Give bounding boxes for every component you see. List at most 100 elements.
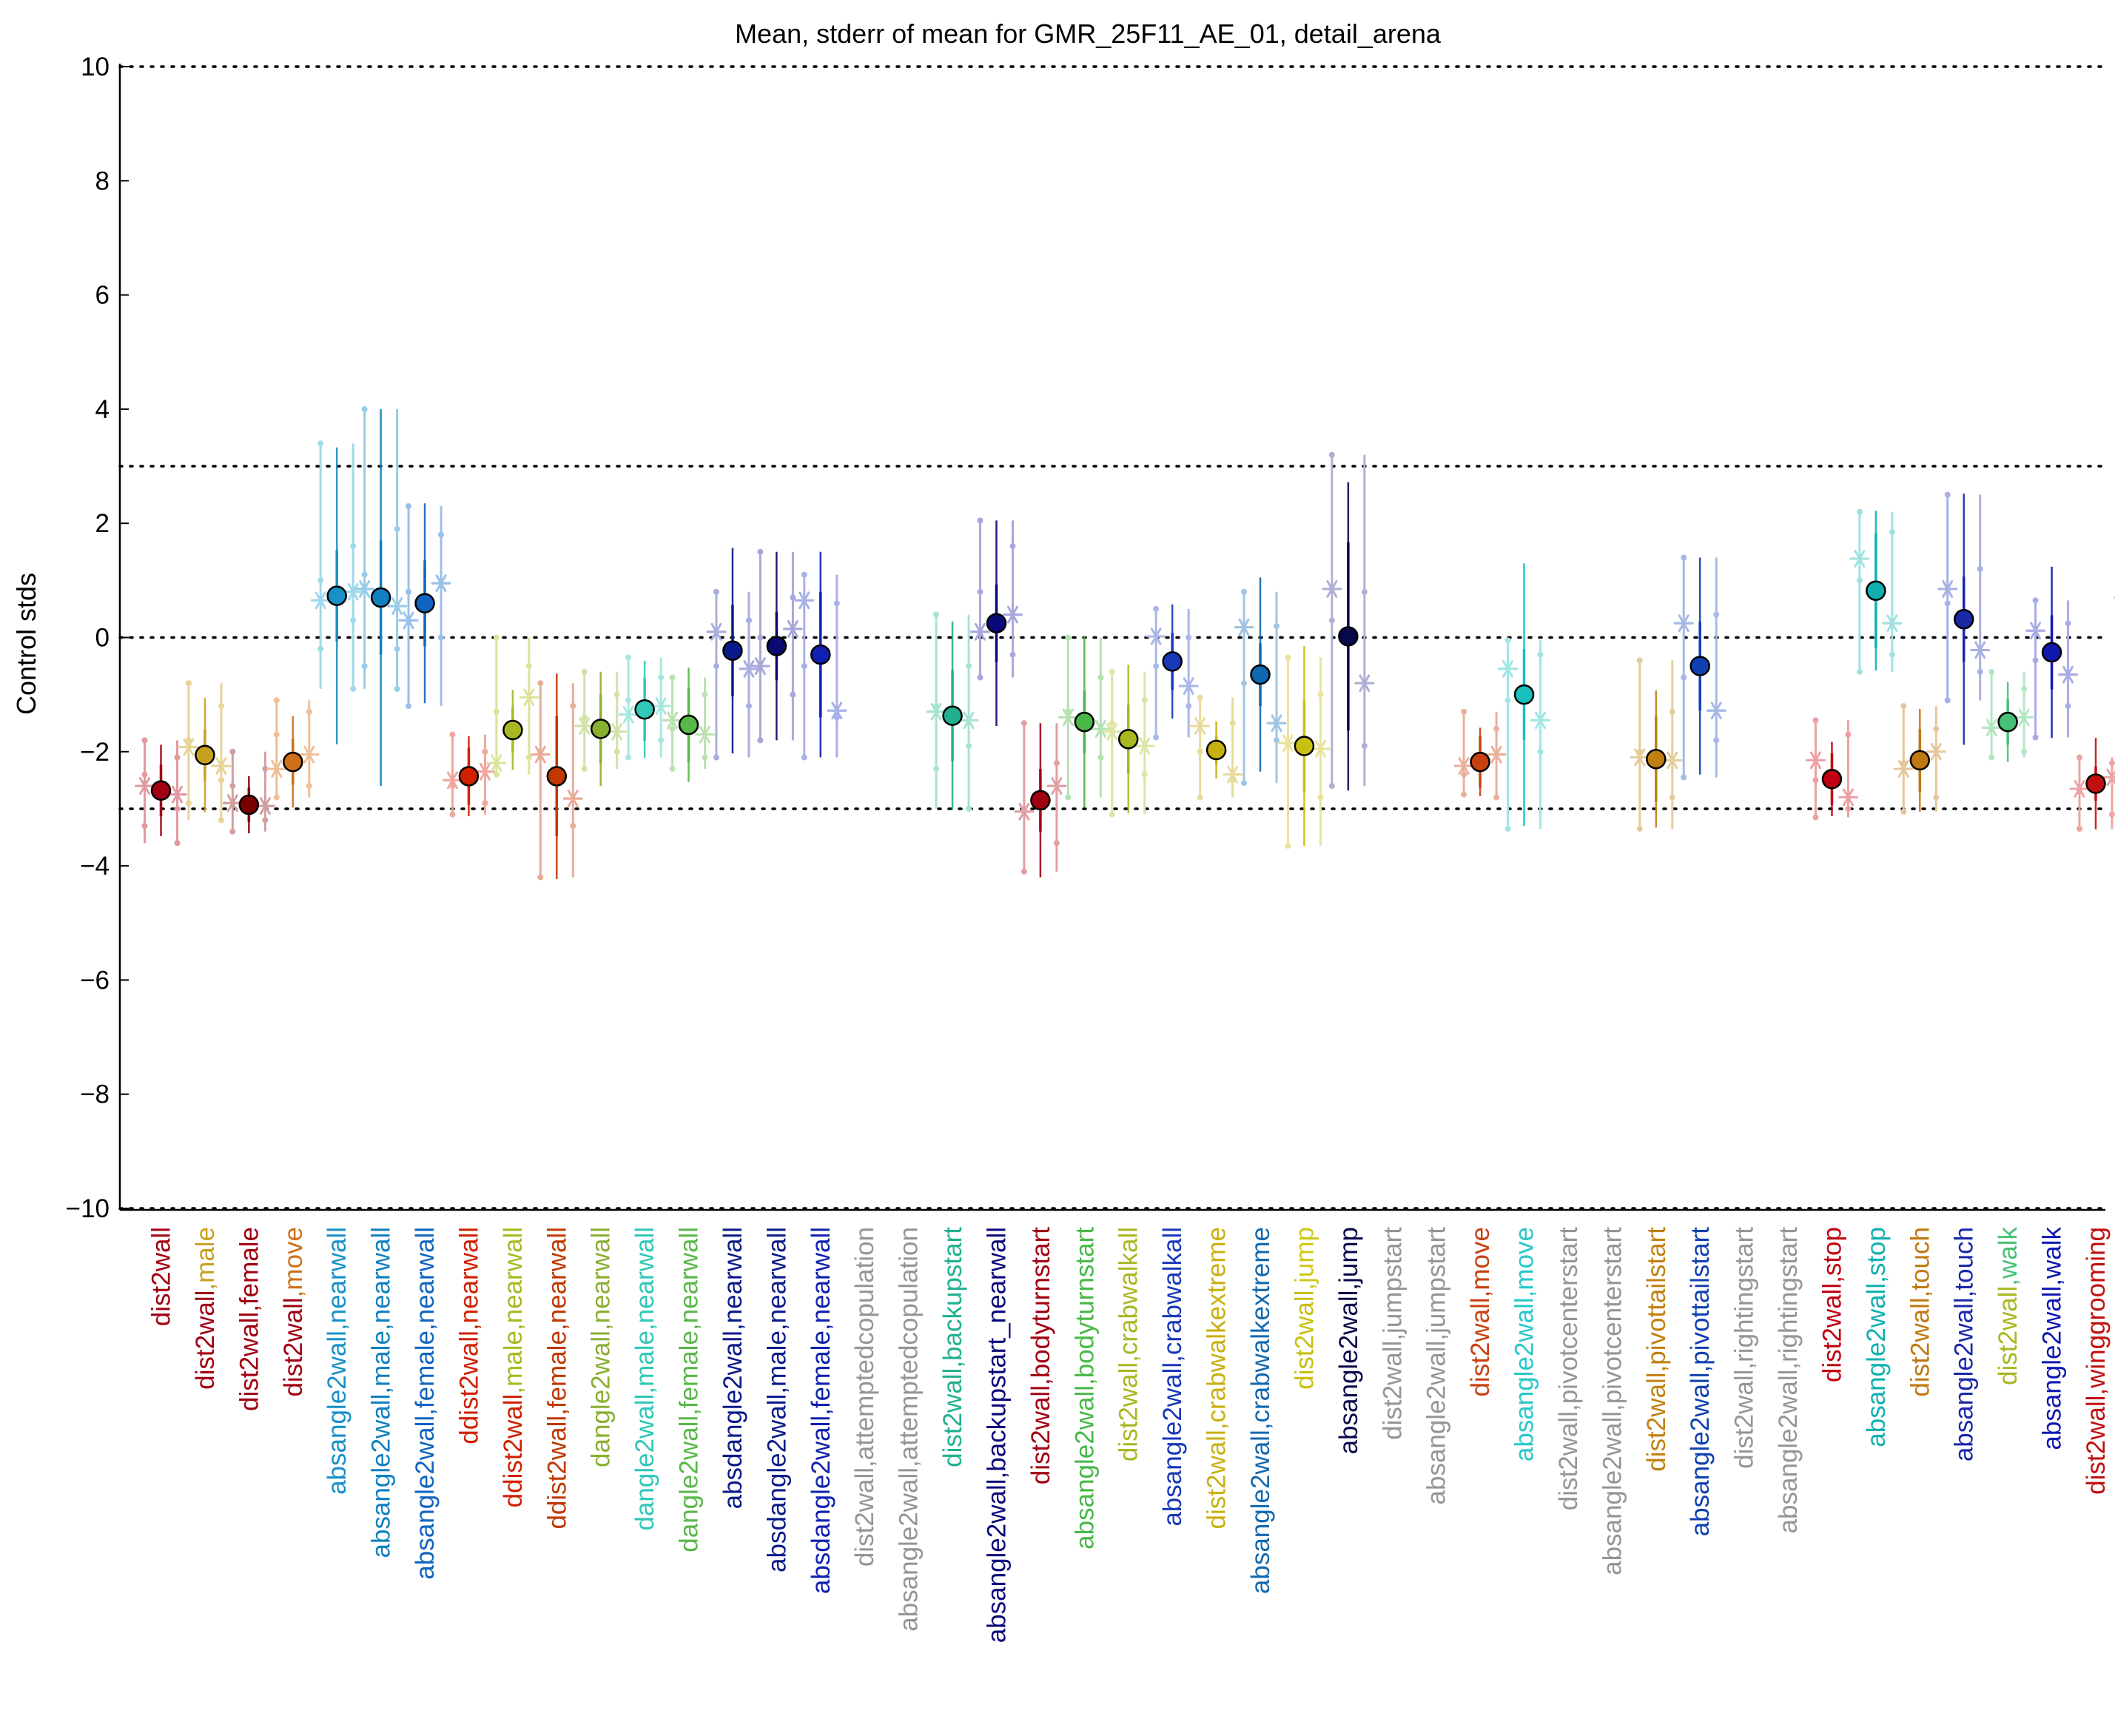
sample-dot-35-2: [1681, 674, 1687, 681]
x-tick-label-15: absdangle2wall,female,nearwall: [807, 1227, 835, 1594]
x-tick-label-0: dist2wall: [147, 1227, 176, 1326]
sample-dot-19-4: [977, 674, 983, 681]
y-ticks: 10 8 6 4 2 0 −2 −4 −6 −8 −10: [66, 53, 129, 1223]
sample-dot-22-1: [1141, 697, 1148, 704]
asterisk-marker-right-18: [958, 711, 979, 730]
asterisk-marker-left-18: [926, 702, 946, 721]
sample-dot-26-3: [1317, 794, 1324, 801]
asterisk-marker-right-2: [255, 797, 275, 815]
asterisk-marker-left-3: [266, 760, 287, 778]
sample-dot-1-1: [218, 703, 224, 710]
sample-dot-23-4: [1153, 734, 1160, 741]
sample-dot-41-3: [1977, 668, 1983, 675]
mean-marker-39: [1866, 580, 1886, 601]
x-tick-label-38: dist2wall,stop: [1818, 1227, 1846, 1382]
sample-dot-12-1: [702, 691, 708, 698]
sample-dot-42-3: [2021, 748, 2028, 755]
x-tick-labels: dist2wall dist2wall,male dist2wall,female d…: [147, 1227, 2111, 1644]
sample-dot-35-3: [1713, 737, 1720, 744]
sample-dot-39-3: [1889, 651, 1895, 658]
sample-dot-4-2: [317, 577, 324, 584]
asterisk-marker-right-21: [1090, 720, 1111, 738]
asterisk-marker-right-8: [519, 688, 539, 707]
sample-dot-13-3: [745, 703, 752, 710]
x-tick-label-5: absangle2wall,male,nearwall: [367, 1227, 396, 1558]
sample-dot-18-0: [933, 611, 940, 618]
sample-dot-34-3: [1669, 794, 1675, 801]
asterisk-marker-right-12: [695, 725, 716, 744]
sample-dot-26-1: [1317, 691, 1324, 698]
sample-dot-30-4: [1461, 791, 1467, 798]
x-tick-label-25: absangle2wall,crabwalkextreme: [1246, 1227, 1275, 1594]
category-marks-23: [1146, 604, 1199, 741]
category-marks-42: [1981, 668, 2034, 762]
sample-dot-27-2: [1328, 617, 1335, 624]
sample-dot-27-1: [1361, 588, 1368, 595]
asterisk-marker-right-27: [1354, 674, 1375, 693]
category-marks-11: [618, 654, 671, 761]
sample-dot-44-3: [2108, 811, 2115, 818]
sample-dot-3-2: [273, 731, 280, 738]
sample-dot-5-3: [394, 645, 400, 652]
asterisk-marker-left-7: [442, 771, 463, 790]
sample-dot-9-0: [537, 680, 544, 687]
sample-dot-8-1: [525, 663, 532, 670]
sample-dot-30-3: [1493, 794, 1500, 801]
sample-dot-8-0: [493, 634, 500, 641]
x-tick-label-44: dist2wall,winggrooming: [2082, 1227, 2111, 1495]
sample-dot-43-3: [2065, 703, 2071, 710]
category-marks-5: [354, 406, 408, 787]
asterisk-marker-left-24: [1190, 717, 1211, 735]
asterisk-marker-right-42: [2014, 708, 2034, 727]
x-tick-label-34: dist2wall,pivottailstart: [1642, 1227, 1671, 1472]
sample-dot-40-3: [1933, 794, 1940, 801]
mean-marker-31: [1513, 684, 1535, 705]
sample-dot-13-1: [745, 617, 752, 624]
sample-dot-41-4: [1944, 697, 1951, 704]
sample-dot-15-3: [833, 714, 840, 721]
sample-dot-9-4: [537, 874, 544, 881]
sample-dot-38-3: [1845, 805, 1852, 812]
mean-marker-7: [458, 766, 480, 787]
sample-dot-11-4: [625, 754, 632, 761]
asterisk-marker-right-26: [1310, 740, 1331, 758]
sample-dot-6-4: [406, 703, 412, 710]
x-tick-label-41: absangle2wall,touch: [1950, 1227, 1979, 1461]
asterisk-marker-left-0: [135, 777, 155, 795]
sample-dot-24-4: [1197, 794, 1203, 801]
category-marks-0: [135, 737, 187, 847]
category-marks-43: [2025, 566, 2079, 741]
sample-dot-7-1: [482, 748, 488, 755]
sample-dot-11-3: [658, 737, 665, 744]
sample-dot-24-0: [1197, 694, 1203, 701]
x-tick-label-27: absangle2wall,jump: [1334, 1227, 1363, 1454]
asterisk-marker-right-13: [739, 660, 759, 678]
sample-dot-12-2: [669, 725, 676, 732]
sample-dot-3-0: [273, 697, 280, 704]
sample-dot-35-4: [1681, 774, 1687, 781]
asterisk-marker-right-5: [387, 597, 408, 615]
mean-marker-40: [1909, 750, 1931, 771]
sample-dot-40-4: [1900, 808, 1907, 815]
sample-dot-44-0: [2076, 754, 2082, 761]
category-marks-3: [266, 697, 320, 808]
mean-marker-0: [150, 780, 172, 801]
sample-dot-1-0: [185, 680, 192, 687]
y-tick-label-3: 4: [95, 395, 110, 424]
asterisk-marker-left-38: [1805, 751, 1826, 770]
sample-dot-7-0: [449, 731, 456, 738]
sample-dot-5-2: [361, 571, 368, 578]
category-marks-6: [398, 503, 451, 710]
asterisk-marker-left-44: [2069, 780, 2090, 798]
sample-dot-4-4: [317, 645, 324, 652]
asterisk-marker-left-43: [2025, 622, 2046, 640]
sample-dot-19-1: [1009, 543, 1016, 550]
sample-dot-31-0: [1504, 637, 1511, 644]
sample-dot-25-3: [1274, 737, 1280, 744]
sample-dot-11-2: [625, 697, 632, 704]
sample-dot-10-1: [613, 691, 620, 698]
mean-marker-12: [678, 714, 699, 736]
asterisk-marker-right-4: [343, 582, 363, 601]
asterisk-marker-right-1: [211, 757, 232, 775]
mean-marker-8: [502, 719, 523, 741]
